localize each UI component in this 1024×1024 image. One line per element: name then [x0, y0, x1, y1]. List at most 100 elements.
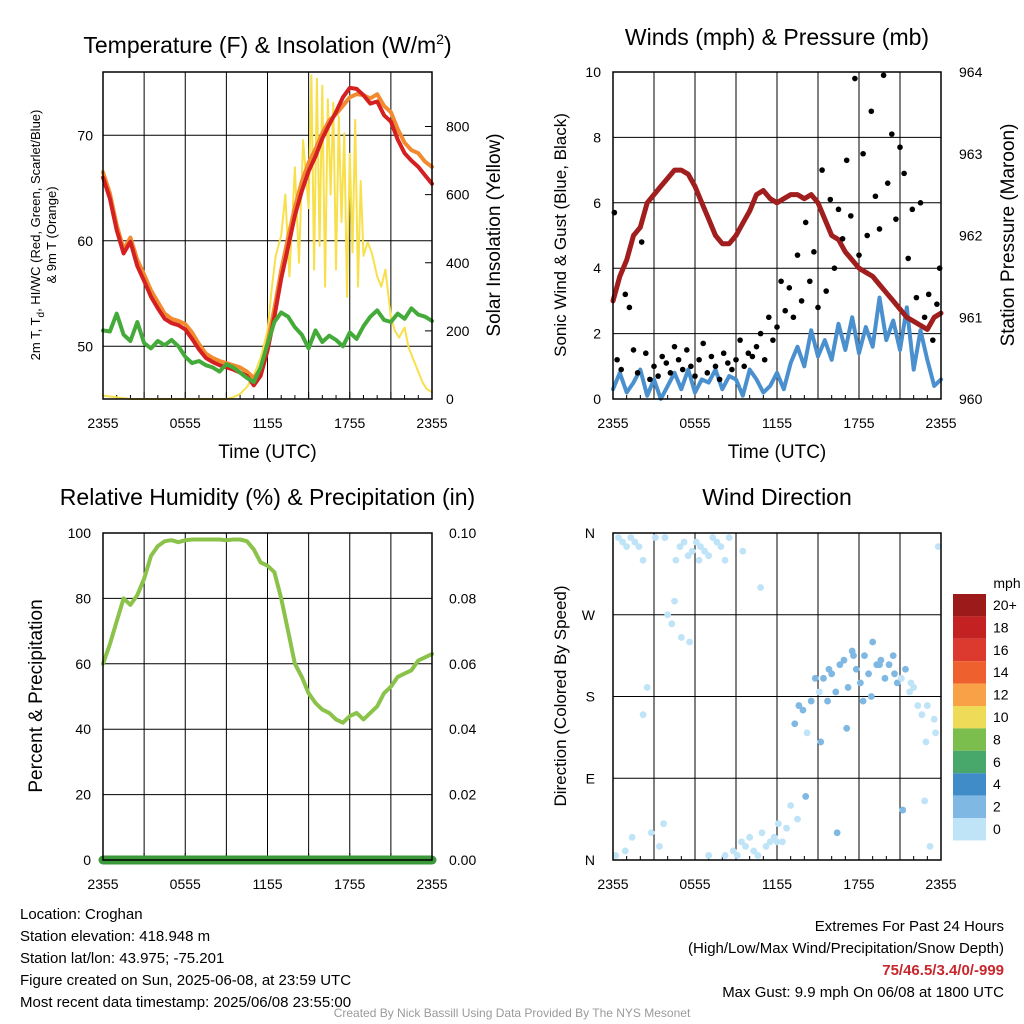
station-info: Location: Croghan Station elevation: 418… — [20, 904, 351, 1014]
temp-y2-axis-label: Solar Insolation (Yellow) — [484, 133, 505, 336]
winds-gust-point — [667, 370, 674, 376]
wdir-point — [671, 597, 678, 605]
rh-y2-tick-label: 0.04 — [449, 721, 476, 737]
wdir-point — [794, 815, 801, 823]
legend-label: 6 — [993, 754, 1001, 770]
winds-gust-point — [737, 337, 743, 343]
wdir-point — [861, 652, 868, 660]
wdir-point — [795, 702, 803, 709]
wdir-point — [802, 793, 810, 800]
winds-gust-point — [872, 193, 879, 200]
rh-x-tick-label: 0555 — [170, 876, 201, 892]
wdir-point — [893, 679, 901, 687]
wdir-point — [672, 556, 680, 564]
winds-gust-point — [745, 350, 752, 357]
winds-gust-point — [856, 252, 862, 258]
wdir-point — [695, 556, 703, 564]
wdir-point — [833, 829, 841, 837]
legend-label: 14 — [993, 664, 1009, 680]
winds-gust-point — [786, 285, 793, 291]
temp-y-axis-label-line1: 2m T, T — [28, 317, 43, 360]
rh-y2-tick-label: 0.08 — [449, 590, 476, 606]
winds-gust-point — [729, 366, 735, 373]
wdir-y-tick-label: N — [585, 525, 595, 541]
station-latlon: Station lat/lon: 43.975; -75.201 — [20, 950, 225, 967]
wdir-point — [856, 679, 864, 687]
wdir-point — [918, 711, 926, 719]
wdir-point — [656, 842, 663, 850]
winds-gust-point — [880, 72, 887, 79]
winds-gust-point — [761, 356, 768, 363]
wdir-point — [779, 838, 786, 846]
winds-gust-point — [770, 337, 776, 343]
legend-label: 12 — [993, 687, 1009, 703]
winds-gust-point — [839, 235, 846, 242]
winds-gust-point — [893, 216, 899, 222]
wdir-point — [843, 724, 851, 732]
winds-y-tick-label: 10 — [585, 64, 601, 80]
extremes-values: 75/46.5/3.4/0/-999 — [882, 962, 1004, 979]
most-recent-timestamp: Most recent data timestamp: 2025/06/08 2… — [20, 994, 352, 1011]
winds-series-pressure — [610, 167, 944, 332]
winds-gust-point — [708, 353, 715, 360]
rh-y-tick-label: 20 — [75, 787, 91, 803]
temp-x-axis-label: Time (UTC) — [218, 442, 317, 463]
temp-title-end: ) — [444, 32, 452, 58]
rh-title: Relative Humidity (%) & Precipitation (i… — [60, 484, 475, 510]
winds-gust-point — [704, 370, 711, 376]
temp-y-axis-label-sub: d — [36, 312, 47, 318]
winds-gust-point — [831, 265, 838, 272]
wdir-point — [688, 547, 696, 555]
wdir-point — [733, 852, 741, 859]
winds-gust-point — [622, 291, 629, 298]
wdir-point — [721, 852, 729, 859]
winds-gust-point — [749, 353, 756, 360]
wdir-point — [668, 620, 676, 628]
wdir-point — [758, 829, 766, 837]
legend-label: 2 — [993, 799, 1001, 815]
rh-y2-tick-label: 0.00 — [449, 852, 476, 868]
temp-x-tick-label: 2355 — [87, 415, 118, 431]
wdir-point — [922, 738, 930, 746]
figure-created: Figure created on Sun, 2025-06-08, at 23… — [20, 972, 352, 989]
wdir-point — [639, 556, 647, 564]
rh-series-humidity — [101, 537, 434, 725]
winds-gust-point — [725, 360, 731, 366]
wdir-x-tick-label: 0555 — [679, 876, 710, 892]
temp-plot-frame — [102, 71, 433, 400]
temp-y-tick-label: 70 — [77, 127, 93, 143]
winds-gust-point — [696, 356, 702, 363]
wdir-point — [713, 538, 721, 546]
winds-gust-point — [905, 255, 911, 262]
winds-gust-point — [790, 314, 797, 321]
extremes-subtitle: (High/Low/Max Wind/Precipitation/Snow De… — [688, 940, 1004, 957]
winds-gust-point — [860, 150, 866, 157]
legend-label: 10 — [993, 709, 1009, 725]
winds-gust-point — [679, 366, 686, 373]
legend-label: 0 — [993, 821, 1001, 837]
winds-x-axis-label: Time (UTC) — [728, 442, 827, 463]
winds-gust-point — [655, 373, 661, 379]
wdir-point — [762, 842, 770, 850]
wdir-point — [803, 729, 811, 737]
winds-gust-point — [884, 180, 891, 186]
wdir-y-axis-label: Direction (Colored By Speed) — [551, 585, 570, 806]
winds-gust-point — [823, 288, 829, 294]
wdir-y-tick-label: E — [586, 770, 595, 786]
winds-gust-point — [909, 206, 916, 213]
legend-swatch — [953, 795, 986, 818]
legend-swatch — [953, 661, 986, 684]
legend-label: 8 — [993, 731, 1001, 747]
winds-y-tick-label: 0 — [593, 391, 601, 407]
wdir-point — [897, 674, 905, 682]
wdir-point — [840, 656, 848, 664]
wdir-point — [832, 688, 840, 696]
wdir-point — [923, 702, 931, 709]
winds-gust-point — [798, 298, 805, 304]
winds-x-tick-label: 1155 — [762, 415, 792, 431]
winds-gust-point — [774, 324, 780, 330]
winds-series-sonic-wind — [611, 295, 943, 401]
winds-y2-axis-label: Station Pressure (Maroon) — [998, 124, 1019, 347]
rh-y-tick-label: 60 — [75, 656, 91, 672]
temp-y2-tick-label: 800 — [446, 119, 470, 135]
